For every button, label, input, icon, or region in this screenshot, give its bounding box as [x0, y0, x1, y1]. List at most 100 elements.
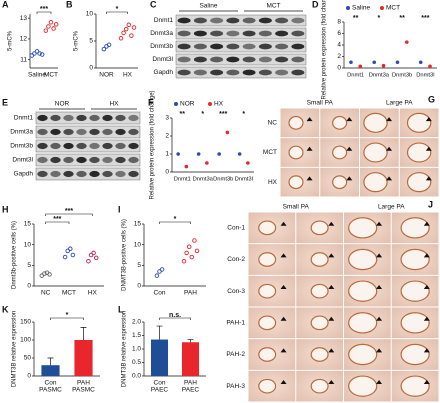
data-point: [192, 238, 197, 243]
y-tick-label: 6: [337, 30, 341, 37]
arrowhead: [328, 285, 335, 290]
blot-band: [76, 128, 87, 136]
panel-letter: I: [118, 204, 121, 214]
legend-marker: [174, 102, 178, 106]
mean-marker: [225, 130, 230, 135]
y-tick-label: 0: [89, 65, 93, 72]
data-point: [47, 272, 52, 277]
y-tick-label: 0: [337, 65, 341, 72]
significance-bracket: [45, 221, 70, 224]
histology-row-label: Con-1: [227, 225, 245, 232]
bar: [181, 342, 200, 376]
data-point: [51, 26, 56, 31]
histology-row-label: NC: [268, 120, 278, 127]
arrowhead: [306, 117, 313, 122]
y-axis-label: 5-mC%: [74, 30, 80, 51]
error-bar: [187, 339, 194, 343]
y-tick-label: 1.5: [132, 332, 141, 339]
data-point: [131, 25, 137, 30]
blot-band: [50, 114, 61, 122]
vessel: [258, 283, 277, 299]
arrowhead: [346, 176, 353, 181]
bar: [74, 340, 93, 376]
legend-label: HX: [214, 101, 224, 108]
arrowhead: [376, 380, 383, 385]
blot-band: [89, 128, 100, 136]
y-tick-label: 0: [165, 169, 169, 176]
x-tick-label: Dnmt3b: [213, 177, 233, 183]
legend-marker: [346, 6, 350, 10]
histology-row-label: Con-3: [227, 288, 245, 295]
blot-band: [102, 142, 113, 150]
arrowhead: [423, 348, 430, 353]
mean-marker: [349, 60, 353, 65]
arrowhead: [280, 285, 287, 290]
significance-label: **: [180, 111, 186, 118]
vessel: [348, 217, 378, 239]
blot-band: [102, 156, 113, 164]
x-tick-label: Con: [45, 380, 57, 387]
vessel: [348, 375, 378, 397]
histology-row-label: HX: [268, 179, 278, 186]
blot-band: [76, 114, 87, 122]
vessel: [400, 343, 430, 366]
arrowhead: [328, 316, 335, 321]
panel-letter: L: [118, 304, 124, 314]
arrowhead: [376, 316, 383, 321]
blot-row-label: Dnmt3l: [152, 56, 173, 63]
data-point: [186, 244, 192, 249]
vessel: [348, 312, 378, 334]
arrowhead: [386, 117, 393, 122]
blot-band: [37, 142, 48, 150]
arrowhead: [423, 380, 430, 385]
arrowhead: [280, 253, 287, 258]
blot-band: [177, 17, 191, 24]
blot-band: [177, 43, 191, 50]
blot-band: [210, 43, 224, 50]
x-tick-label: PAH: [77, 380, 90, 387]
vessel: [406, 112, 432, 133]
arrowhead: [376, 253, 383, 258]
arrowhead: [386, 176, 393, 181]
legend-label: NOR: [180, 101, 195, 108]
x-tick-label: MCT: [62, 290, 76, 297]
vessel: [288, 175, 304, 190]
panel-letter: F: [148, 97, 154, 107]
blot-band: [193, 30, 207, 37]
vessel: [288, 145, 304, 160]
vessel: [258, 220, 277, 236]
x-tick-label: Saline: [28, 72, 46, 79]
blot-band: [258, 17, 272, 24]
y-tick-label: 50: [24, 355, 32, 362]
blot-band: [291, 30, 305, 37]
error-bar: [47, 357, 54, 366]
arrowhead: [425, 176, 432, 181]
histology-column-label: Small PA: [283, 204, 310, 211]
blot-band: [210, 56, 224, 63]
vessel: [363, 172, 388, 193]
panel-letter: B: [66, 0, 73, 9]
y-tick-label: 0.0: [132, 373, 141, 380]
y-tick-label: 15: [134, 221, 142, 228]
y-tick-label: 11: [20, 56, 27, 63]
mean-marker: [358, 64, 363, 69]
mean-marker: [205, 161, 209, 165]
y-axis-label: DNMT3B relative expression: [12, 311, 18, 387]
x-tick-label: Con: [154, 380, 166, 387]
significance-label: *: [174, 216, 177, 223]
vessel: [332, 115, 348, 130]
vessel: [288, 115, 304, 130]
y-tick-label: 5: [27, 262, 31, 269]
histology-column-label: Large PA: [386, 100, 413, 107]
blot-band: [76, 170, 87, 178]
arrowhead: [423, 253, 430, 258]
data-point: [184, 250, 189, 256]
arrowhead: [306, 176, 313, 181]
data-point: [93, 255, 99, 261]
data-point: [159, 267, 165, 272]
significance-label: **: [353, 15, 359, 22]
blot-row-label: Dnmt3a: [150, 30, 173, 37]
vessel: [363, 142, 388, 163]
blot-band: [242, 69, 256, 76]
histology-row-label: PAH-2: [226, 351, 245, 358]
